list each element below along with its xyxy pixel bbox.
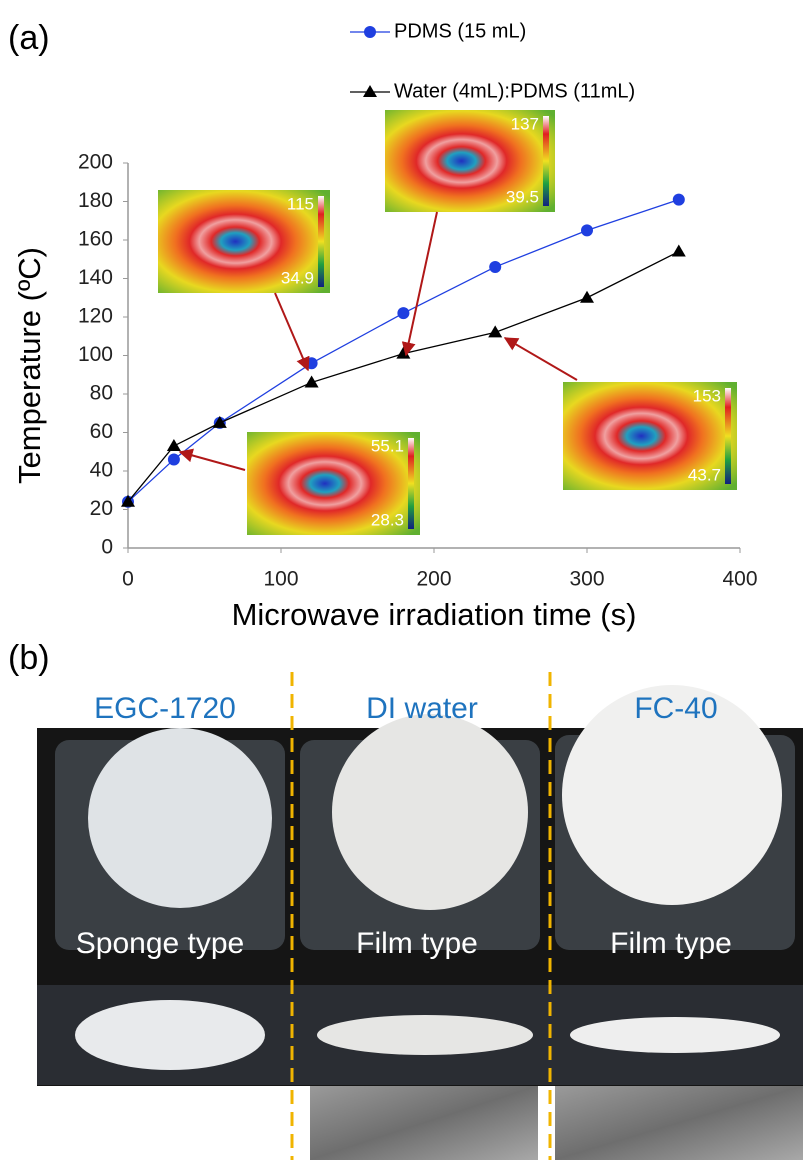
point bbox=[489, 261, 501, 273]
y-tick-label: 140 bbox=[78, 266, 113, 289]
y-tick-label: 20 bbox=[90, 497, 113, 520]
y-tick-label: 60 bbox=[90, 420, 113, 443]
y-tick-label: 0 bbox=[101, 536, 113, 559]
legend-marker bbox=[363, 85, 377, 97]
x-tick-label: 100 bbox=[263, 568, 298, 591]
column-title: FC-40 bbox=[634, 692, 717, 725]
sem-image bbox=[310, 1086, 538, 1160]
thermal-max: 137 bbox=[511, 114, 539, 133]
x-tick-label: 200 bbox=[416, 568, 451, 591]
panel-label: (a) bbox=[8, 19, 50, 57]
point bbox=[488, 325, 502, 337]
thermal-max: 115 bbox=[287, 194, 314, 213]
color-bar bbox=[725, 388, 731, 484]
panel-label: (b) bbox=[8, 639, 50, 677]
point bbox=[580, 291, 594, 303]
thermal-max: 55.1 bbox=[371, 436, 404, 455]
blank bbox=[37, 1086, 307, 1160]
thermal-min: 39.5 bbox=[506, 187, 539, 206]
y-tick-label: 40 bbox=[90, 459, 113, 482]
arrow bbox=[505, 338, 577, 380]
thermal-min: 34.9 bbox=[281, 268, 314, 287]
type-label: Film type bbox=[610, 927, 732, 960]
figure: (a) (b) 0 20 40 60 80 100 120 140 160 180 200 0 100 2… bbox=[0, 0, 803, 1160]
point bbox=[673, 194, 685, 206]
y-tick-label: 160 bbox=[78, 228, 113, 251]
y-tick-label: 200 bbox=[78, 151, 113, 174]
column-title: EGC-1720 bbox=[94, 692, 236, 725]
sponge-sample bbox=[88, 728, 272, 908]
x-tick-label: 0 bbox=[122, 568, 134, 591]
point bbox=[672, 245, 686, 257]
legend-marker bbox=[364, 26, 376, 38]
film-side bbox=[317, 1015, 533, 1055]
sponge-side bbox=[75, 1000, 265, 1070]
point bbox=[167, 439, 181, 451]
y-tick-label: 120 bbox=[78, 305, 113, 328]
sem-image bbox=[555, 1086, 803, 1160]
y-tick-label: 180 bbox=[78, 189, 113, 212]
arrow bbox=[180, 452, 245, 470]
color-bar bbox=[408, 438, 414, 529]
legend-label: PDMS (15 mL) bbox=[394, 20, 526, 42]
x-tick-label: 400 bbox=[722, 568, 757, 591]
film-side bbox=[570, 1017, 780, 1053]
arrow bbox=[275, 293, 308, 370]
type-label: Film type bbox=[356, 927, 478, 960]
y-axis-label: Temperature (ºC) bbox=[12, 247, 47, 484]
thermal-min: 43.7 bbox=[688, 465, 721, 484]
point bbox=[581, 224, 593, 236]
arrow bbox=[406, 212, 437, 355]
x-tick-label: 300 bbox=[569, 568, 604, 591]
color-bar bbox=[543, 116, 549, 206]
film-sample bbox=[332, 714, 528, 910]
legend-label: Water (4mL):PDMS (11mL) bbox=[394, 80, 635, 102]
y-tick-label: 100 bbox=[78, 343, 113, 366]
blank bbox=[538, 1086, 550, 1160]
type-label: Sponge type bbox=[76, 927, 244, 960]
column-title: DI water bbox=[366, 692, 478, 725]
point bbox=[168, 453, 180, 465]
color-bar bbox=[318, 196, 324, 287]
x-axis-label: Microwave irradiation time (s) bbox=[232, 597, 637, 632]
point bbox=[397, 307, 409, 319]
thermal-max: 153 bbox=[693, 386, 721, 405]
thermal-min: 28.3 bbox=[371, 510, 404, 529]
y-tick-label: 80 bbox=[90, 382, 113, 405]
